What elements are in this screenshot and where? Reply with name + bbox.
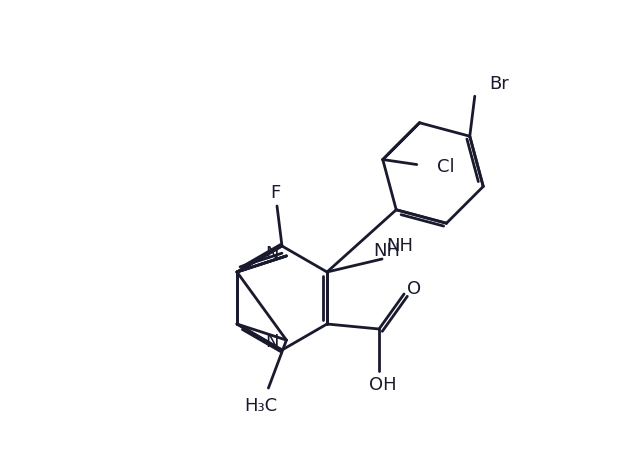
Text: H₃C: H₃C [244, 397, 277, 415]
Text: NH: NH [374, 242, 401, 260]
Text: OH: OH [369, 376, 397, 394]
Text: N: N [265, 245, 278, 263]
Text: N: N [265, 333, 278, 351]
Text: Cl: Cl [436, 157, 454, 175]
Text: NH: NH [386, 237, 413, 255]
Text: F: F [270, 184, 280, 202]
Text: Br: Br [489, 75, 509, 93]
Text: O: O [407, 280, 421, 298]
